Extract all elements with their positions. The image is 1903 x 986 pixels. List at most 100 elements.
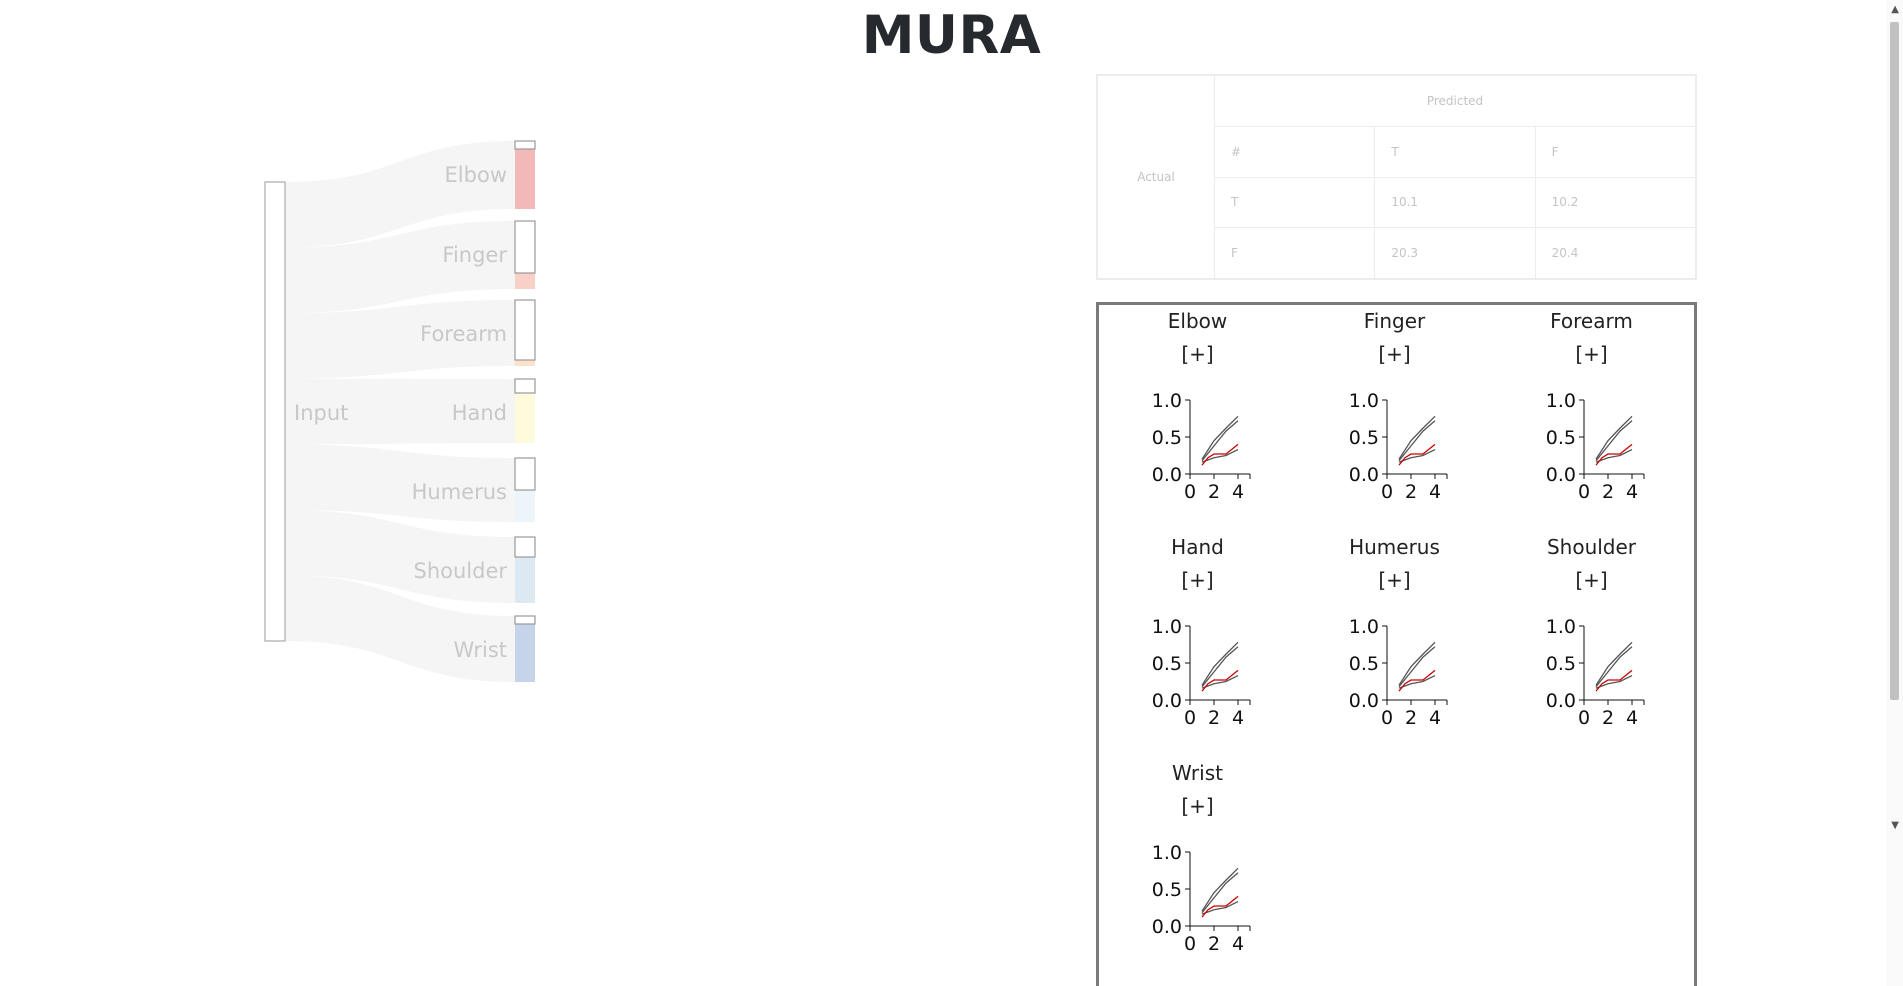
sankey-node-box bbox=[514, 615, 536, 625]
sankey-link bbox=[285, 509, 515, 603]
series-line bbox=[1398, 641, 1436, 686]
chart-title: Forearm bbox=[1550, 309, 1633, 333]
y-tick-label: 1.0 bbox=[1349, 616, 1379, 638]
x-tick-label: 4 bbox=[1626, 481, 1638, 503]
actual-label: Actual bbox=[1097, 75, 1215, 279]
scrollbar[interactable]: ▲ ▼ bbox=[1886, 0, 1903, 986]
series-line bbox=[1595, 646, 1633, 688]
x-tick-label: 0 bbox=[1578, 707, 1590, 729]
sankey-node-box bbox=[514, 457, 536, 491]
roc-chart: 1.0 0.5 0.00 2 4 bbox=[1349, 390, 1448, 503]
series-line bbox=[1201, 420, 1239, 462]
matrix-value: 10.1 bbox=[1374, 176, 1536, 229]
y-tick-label: 1.0 bbox=[1349, 390, 1379, 412]
confusion-matrix: Actual Predicted # T F T 10.1 10.2 F 20.… bbox=[1096, 74, 1697, 280]
scroll-up-icon[interactable]: ▲ bbox=[1891, 4, 1899, 15]
y-tick-label: 0.0 bbox=[1152, 464, 1182, 486]
y-tick-label: 0.5 bbox=[1152, 653, 1182, 675]
chart-cell: Humerus [+] 1.0 0.5 0.0 0 2 4 bbox=[1296, 531, 1493, 757]
sankey-node-box bbox=[514, 536, 536, 558]
y-tick-label: 1.0 bbox=[1546, 616, 1576, 638]
x-tick-label: 2 bbox=[1208, 707, 1220, 729]
header-cell: F bbox=[1534, 125, 1697, 178]
series-line bbox=[1201, 641, 1239, 686]
x-tick-label: 0 bbox=[1184, 481, 1196, 503]
matrix-value: 20.4 bbox=[1534, 227, 1697, 279]
expand-button[interactable]: [+] bbox=[1181, 794, 1214, 818]
charts-panel: Elbow [+] 1.0 0.5 0.0 0 2 4 Finger [+] 1.0 0.5 0.0 0 2… bbox=[1096, 302, 1697, 986]
sankey-node-label: Finger bbox=[442, 243, 507, 267]
page-title: MURA bbox=[861, 5, 1042, 66]
y-tick-label: 0.0 bbox=[1349, 690, 1379, 712]
roc-chart: 1.0 0.5 0.00 2 4 bbox=[1152, 842, 1251, 955]
series-line bbox=[1398, 415, 1436, 460]
row-label: F bbox=[1213, 227, 1376, 279]
x-tick-label: 4 bbox=[1626, 707, 1638, 729]
chart-cell: Hand [+] 1.0 0.5 0.0 0 2 4 bbox=[1099, 531, 1296, 757]
sankey-link bbox=[285, 575, 515, 682]
chart-cell: Forearm [+] 1.0 0.5 0.0 0 2 4 bbox=[1493, 305, 1690, 531]
series-line bbox=[1398, 669, 1436, 692]
series-line bbox=[1398, 443, 1436, 466]
y-tick-label: 1.0 bbox=[1152, 842, 1182, 864]
row-label: T bbox=[1213, 176, 1376, 229]
expand-button[interactable]: [+] bbox=[1378, 342, 1411, 366]
series-line bbox=[1595, 420, 1633, 462]
x-tick-label: 2 bbox=[1602, 481, 1614, 503]
x-tick-label: 4 bbox=[1429, 707, 1441, 729]
predicted-label: Predicted bbox=[1214, 75, 1696, 127]
expand-button[interactable]: [+] bbox=[1575, 568, 1608, 592]
series-line bbox=[1398, 448, 1436, 463]
x-tick-label: 2 bbox=[1405, 707, 1417, 729]
y-tick-label: 0.5 bbox=[1349, 653, 1379, 675]
sankey-node-label: Hand bbox=[452, 401, 507, 425]
roc-chart: 1.0 0.5 0.00 2 4 bbox=[1546, 390, 1645, 503]
series-line bbox=[1201, 443, 1239, 466]
header-cell: T bbox=[1374, 125, 1536, 178]
y-tick-label: 0.0 bbox=[1349, 464, 1379, 486]
x-tick-label: 4 bbox=[1232, 707, 1244, 729]
scrollbar-thumb[interactable] bbox=[1890, 22, 1899, 700]
y-tick-label: 0.0 bbox=[1152, 690, 1182, 712]
chart-cell: Shoulder [+] 1.0 0.5 0.0 0 2 4 bbox=[1493, 531, 1690, 757]
y-tick-label: 0.0 bbox=[1152, 916, 1182, 938]
sankey-link bbox=[285, 378, 515, 445]
roc-chart: 1.0 0.5 0.00 2 4 bbox=[1152, 390, 1251, 503]
series-line bbox=[1201, 900, 1239, 915]
x-tick-label: 2 bbox=[1208, 933, 1220, 955]
sankey-diagram: Input Elbow Finger Forearm Hand Humerus Should… bbox=[264, 140, 536, 682]
y-tick-label: 1.0 bbox=[1546, 390, 1576, 412]
series-line bbox=[1595, 448, 1633, 463]
y-tick-label: 0.5 bbox=[1152, 427, 1182, 449]
series-line bbox=[1201, 872, 1239, 914]
x-tick-label: 0 bbox=[1184, 933, 1196, 955]
expand-button[interactable]: [+] bbox=[1181, 568, 1214, 592]
series-line bbox=[1595, 641, 1633, 686]
y-tick-label: 0.0 bbox=[1546, 690, 1576, 712]
series-line bbox=[1201, 415, 1239, 460]
expand-button[interactable]: [+] bbox=[1575, 342, 1608, 366]
expand-button[interactable]: [+] bbox=[1181, 342, 1214, 366]
y-tick-label: 1.0 bbox=[1152, 390, 1182, 412]
series-line bbox=[1201, 674, 1239, 689]
sankey-link bbox=[285, 300, 515, 379]
y-tick-label: 0.0 bbox=[1546, 464, 1576, 486]
y-tick-label: 0.5 bbox=[1546, 653, 1576, 675]
sankey-node-box bbox=[514, 378, 536, 394]
y-tick-label: 0.5 bbox=[1152, 879, 1182, 901]
sankey-source-node bbox=[264, 181, 286, 642]
sankey-link bbox=[285, 141, 515, 248]
series-line bbox=[1595, 674, 1633, 689]
series-line bbox=[1201, 448, 1239, 463]
sankey-node-label: Forearm bbox=[420, 322, 507, 346]
chart-cell: Finger [+] 1.0 0.5 0.0 0 2 4 bbox=[1296, 305, 1493, 531]
series-line bbox=[1595, 443, 1633, 466]
y-tick-label: 0.5 bbox=[1546, 427, 1576, 449]
sankey-node bbox=[515, 379, 535, 443]
chart-title: Shoulder bbox=[1546, 535, 1637, 559]
sankey-source-label: Input bbox=[294, 401, 348, 425]
expand-button[interactable]: [+] bbox=[1378, 568, 1411, 592]
x-tick-label: 2 bbox=[1405, 481, 1417, 503]
scroll-down-icon[interactable]: ▼ bbox=[1891, 820, 1899, 831]
sankey-node-box bbox=[514, 140, 536, 150]
